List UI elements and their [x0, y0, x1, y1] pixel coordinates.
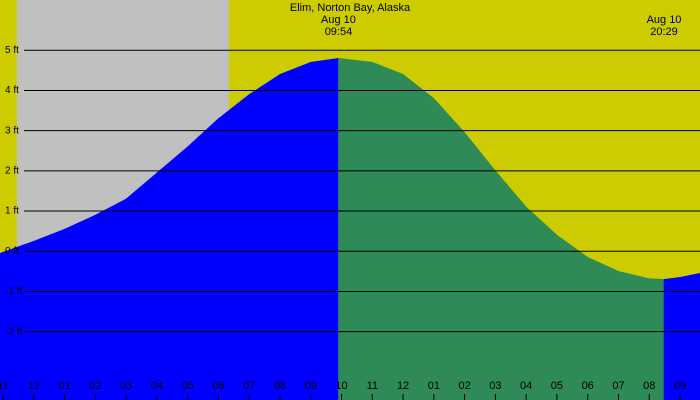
tide-segment: [402, 73, 435, 400]
y-tick-label: 4 ft: [5, 85, 19, 96]
x-tick-label: 11: [367, 380, 378, 392]
tide-segment: [125, 172, 158, 400]
event-time: 20:29: [650, 26, 678, 38]
x-tick-label: 04: [520, 380, 532, 392]
tide-segment: [338, 57, 373, 400]
grid: [2, 49, 700, 400]
tide-segment: [310, 57, 339, 400]
x-tick-label: 10: [335, 380, 347, 392]
x-tick-label: 06: [212, 380, 224, 392]
chart-title: Elim, Norton Bay, Alaska: [290, 2, 411, 14]
tide-segment: [156, 146, 188, 400]
event-time: 09:54: [325, 26, 353, 38]
tide-segment: [279, 61, 312, 400]
tide-segment: [33, 228, 65, 400]
x-tick-label: 08: [643, 380, 655, 392]
tide-segment: [218, 93, 250, 400]
x-tick-label: 09: [674, 380, 686, 392]
x-tick-label: 05: [182, 380, 194, 392]
event-date: Aug 10: [647, 14, 682, 26]
y-tick-label: -1 ft: [5, 286, 22, 297]
x-tick-label: 02: [89, 380, 101, 392]
tide-segment: [679, 273, 700, 400]
tide-segment: [556, 234, 588, 400]
tide-segment: [0, 240, 35, 400]
event-date: Aug 10: [321, 14, 356, 26]
x-tick-label: 06: [582, 380, 594, 392]
tide-segment: [187, 117, 219, 400]
x-tick-label: 03: [120, 380, 132, 392]
y-tick-label: 5 ft: [5, 45, 19, 56]
y-tick-label: 2 ft: [5, 165, 19, 176]
x-tick-label: 04: [151, 380, 163, 392]
tide-segment: [464, 131, 496, 400]
x-tick-label: 07: [612, 380, 624, 392]
y-tick-label: 0 ft: [5, 246, 19, 257]
tide-segment: [248, 73, 281, 400]
tide-segment: [495, 170, 527, 400]
labels: Elim, Norton Bay, Alaska 5 ft 4 ft 3 ft 2 f…: [0, 2, 686, 392]
tide-segment: [525, 206, 558, 400]
y-tick-label: -2 ft: [5, 326, 22, 337]
x-tick-label: 01: [58, 380, 70, 392]
x-tick-label: 01: [428, 380, 440, 392]
y-tick-label: 1 ft: [5, 206, 19, 217]
x-tick-label: 07: [243, 380, 255, 392]
tide-segment: [433, 97, 465, 400]
tide-segment: [587, 256, 619, 400]
y-tick-label: 3 ft: [5, 125, 19, 136]
x-tick-label: 09: [305, 380, 317, 392]
x-tick-label: 11: [0, 380, 9, 392]
x-tick-label: 12: [28, 380, 40, 392]
x-tick-label: 08: [274, 380, 286, 392]
tide-segment: [64, 214, 96, 400]
x-tick-label: 03: [489, 380, 501, 392]
tide-segment: [95, 198, 127, 400]
x-tick-label: 05: [551, 380, 563, 392]
x-tick-label: 02: [458, 380, 470, 392]
tide-segment: [372, 61, 404, 400]
x-tick-label: 12: [397, 380, 409, 392]
